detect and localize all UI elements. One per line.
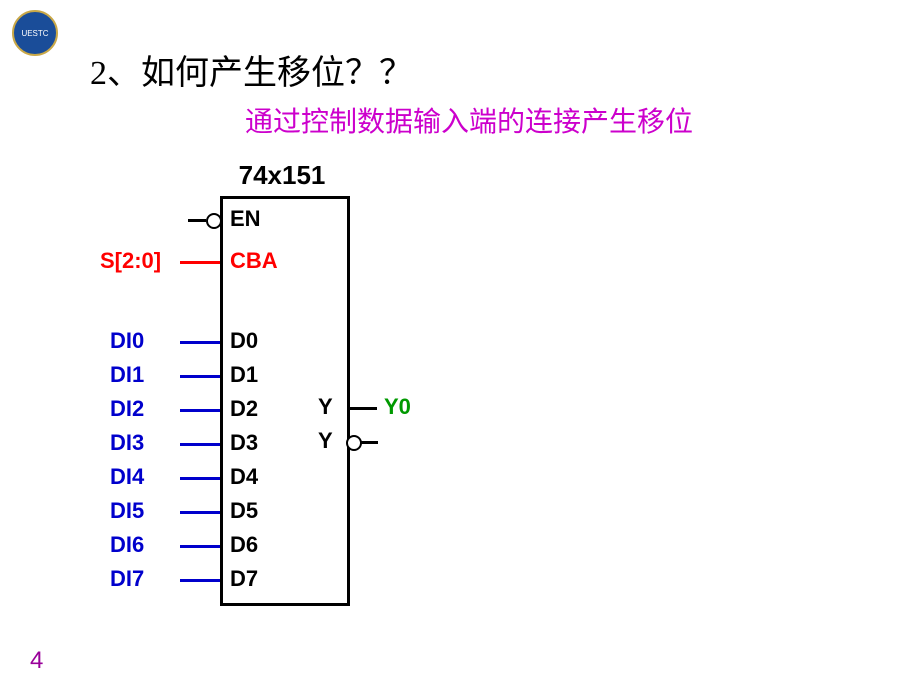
wire (180, 477, 220, 480)
wire (180, 443, 220, 446)
wire (360, 441, 378, 444)
data-input-4: DI4 (110, 464, 144, 490)
wire (347, 407, 377, 410)
y-pin: Y (318, 394, 333, 420)
output-signal: Y0 (384, 394, 411, 420)
data-input-6: DI6 (110, 532, 144, 558)
university-logo: UESTC (12, 10, 58, 56)
wire (180, 579, 220, 582)
d-pin-2: D2 (230, 396, 258, 422)
d-pin-1: D1 (230, 362, 258, 388)
d-pin-0: D0 (230, 328, 258, 354)
wire (180, 261, 220, 264)
en-label: EN (230, 206, 261, 232)
data-input-7: DI7 (110, 566, 144, 592)
data-input-1: DI1 (110, 362, 144, 388)
d-pin-4: D4 (230, 464, 258, 490)
slide-subheading: 通过控制数据输入端的连接产生移位 (245, 100, 693, 140)
slide-heading: 2、如何产生移位？？ (90, 45, 413, 94)
d-pin-7: D7 (230, 566, 258, 592)
cba-label: CBA (230, 248, 278, 274)
data-input-5: DI5 (110, 498, 144, 524)
inversion-bubble-icon (206, 213, 222, 229)
select-signal: S[2:0] (100, 248, 161, 274)
wire (180, 545, 220, 548)
page-number: 4 (30, 647, 43, 675)
logo-text: UESTC (21, 29, 48, 38)
wire (180, 511, 220, 514)
chip-title: 74x151 (192, 160, 372, 191)
d-pin-3: D3 (230, 430, 258, 456)
wire (188, 219, 206, 222)
d-pin-6: D6 (230, 532, 258, 558)
wire (180, 409, 220, 412)
d-pin-5: D5 (230, 498, 258, 524)
data-input-0: DI0 (110, 328, 144, 354)
data-input-3: DI3 (110, 430, 144, 456)
data-input-2: DI2 (110, 396, 144, 422)
wire (180, 341, 220, 344)
wire (180, 375, 220, 378)
y-bar-pin: Y (318, 428, 333, 454)
